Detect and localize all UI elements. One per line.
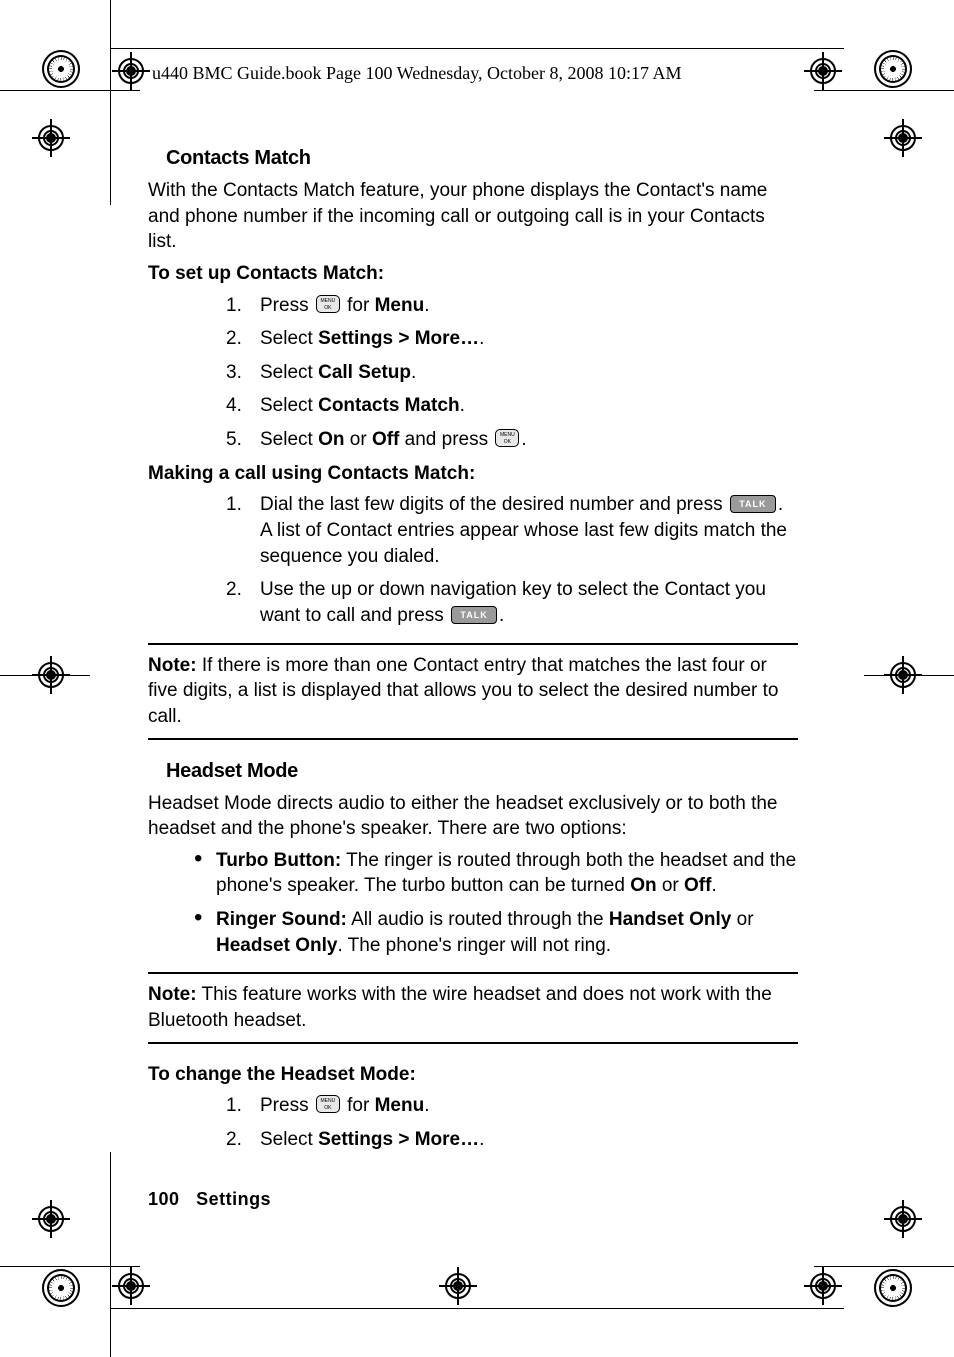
menu-ok-icon: MENUOK xyxy=(495,429,519,447)
headset-intro: Headset Mode directs audio to either the… xyxy=(148,791,798,842)
menu-ok-icon: MENUOK xyxy=(316,295,340,313)
crop-mark-icon xyxy=(445,1273,471,1299)
section-name: Settings xyxy=(196,1189,271,1209)
making-heading: Making a call using Contacts Match: xyxy=(148,461,798,487)
change-steps: 1. Press MENUOK for Menu. 2. Select Sett… xyxy=(226,1093,798,1152)
rule-line xyxy=(148,643,798,645)
page-footer: 100 Settings xyxy=(148,1187,798,1211)
frame-line-h-top xyxy=(0,90,140,91)
crop-mark-icon xyxy=(890,662,916,688)
crop-mark-icon xyxy=(38,662,64,688)
setup-steps: 1. Press MENUOK for Menu. 2. Select Sett… xyxy=(226,293,798,453)
crop-mark-icon xyxy=(810,1273,836,1299)
change-heading: To change the Headset Mode: xyxy=(148,1062,798,1088)
frame-line-h-bot-l xyxy=(0,1266,140,1267)
frame-line-h-top-r xyxy=(814,90,954,91)
bullet-ringer: Ringer Sound: All audio is routed throug… xyxy=(194,907,798,958)
headset-note: Note: This feature works with the wire h… xyxy=(148,982,798,1033)
crop-mark-icon xyxy=(118,1273,144,1299)
crop-mark-icon xyxy=(118,58,144,84)
frame-bottom xyxy=(110,1308,844,1309)
page-content: Contacts Match With the Contacts Match f… xyxy=(148,145,798,1211)
rule-line xyxy=(148,1042,798,1044)
menu-ok-icon: MENUOK xyxy=(316,1095,340,1113)
running-header: u440 BMC Guide.book Page 100 Wednesday, … xyxy=(152,63,682,84)
setup-heading: To set up Contacts Match: xyxy=(148,261,798,287)
section-title-headset-mode: Headset Mode xyxy=(166,758,798,785)
change-step-1: 1. Press MENUOK for Menu. xyxy=(226,1093,798,1119)
rule-line xyxy=(148,972,798,974)
section-title-contacts-match: Contacts Match xyxy=(166,145,798,172)
talk-icon: TALK xyxy=(451,606,497,624)
contacts-note: Note: If there is more than one Contact … xyxy=(148,653,798,730)
frame-line-v2 xyxy=(110,1152,111,1357)
talk-icon: TALK xyxy=(730,495,776,513)
crop-mark-icon xyxy=(890,1206,916,1232)
step-5: 5. Select On or Off and press MENUOK. xyxy=(226,427,798,453)
crop-mark-icon xyxy=(38,1206,64,1232)
headset-bullets: Turbo Button: The ringer is routed throu… xyxy=(194,848,798,959)
frame-line-v1 xyxy=(110,0,111,205)
step-2: 2. Select Settings > More…. xyxy=(226,326,798,352)
starburst-icon xyxy=(874,1269,912,1307)
frame-top-line xyxy=(110,48,844,49)
step-4: 4. Select Contacts Match. xyxy=(226,393,798,419)
page-number: 100 xyxy=(148,1189,180,1209)
making-step-1: 1. Dial the last few digits of the desir… xyxy=(226,492,798,569)
making-steps: 1. Dial the last few digits of the desir… xyxy=(226,492,798,628)
rule-line xyxy=(148,738,798,740)
change-step-2: 2. Select Settings > More…. xyxy=(226,1127,798,1153)
bullet-turbo: Turbo Button: The ringer is routed throu… xyxy=(194,848,798,899)
contacts-match-intro: With the Contacts Match feature, your ph… xyxy=(148,178,798,255)
starburst-icon xyxy=(42,50,80,88)
starburst-icon xyxy=(42,1269,80,1307)
step-3: 3. Select Call Setup. xyxy=(226,360,798,386)
crop-mark-icon xyxy=(890,125,916,151)
step-1: 1. Press MENUOK for Menu. xyxy=(226,293,798,319)
crop-mark-icon xyxy=(38,125,64,151)
starburst-icon xyxy=(874,50,912,88)
frame-line-h-bot-r xyxy=(814,1266,954,1267)
making-step-2: 2. Use the up or down navigation key to … xyxy=(226,577,798,628)
crop-mark-icon xyxy=(810,58,836,84)
